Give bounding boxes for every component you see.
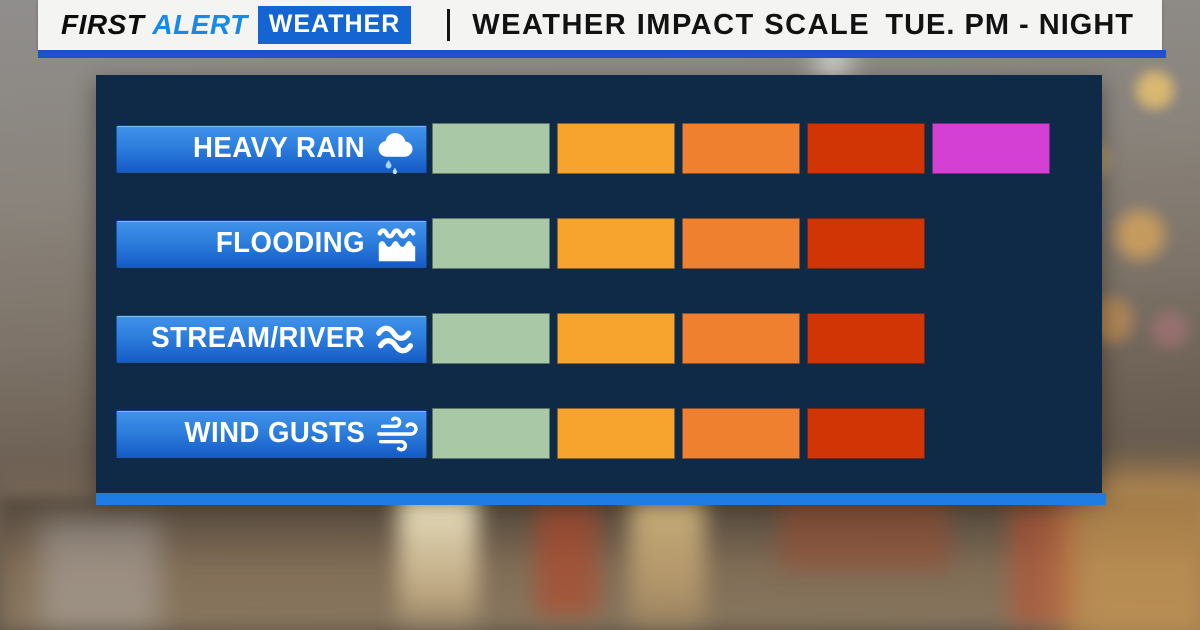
hazard-label: HEAVY RAIN [192,132,365,164]
impact-cell [557,218,675,269]
impact-cell [682,218,800,269]
impact-cell [432,218,550,269]
impact-cells [432,123,1050,174]
impact-cells [432,218,925,269]
impact-rows: HEAVY RAIN FLOODING STREAM/RIVER WIND GUSTS [96,123,1102,459]
rain-cloud-icon [374,126,420,174]
impact-cell [682,123,800,174]
hazard-label-pill: HEAVY RAIN [116,124,427,174]
impact-scale-panel: HEAVY RAIN FLOODING STREAM/RIVER WIND GUSTS [96,75,1102,493]
impact-cell [682,408,800,459]
light-reflection-streak [630,498,705,630]
impact-cell [557,313,675,364]
impact-cell [807,218,925,269]
hazard-label: STREAM/RIVER [151,322,365,354]
impact-cell [432,313,550,364]
wind-icon [374,411,420,457]
brand-first: FIRST [61,9,145,40]
header-underline [38,50,1166,58]
impact-row: WIND GUSTS [116,408,1102,459]
river-waves-icon [374,316,420,362]
impact-cell [557,408,675,459]
panel-accent-strip [96,493,1106,505]
first-alert-weather-logo: FIRST ALERT WEATHER [61,6,412,44]
header-bar: FIRST ALERT WEATHER WEATHER IMPACT SCALE… [38,0,1162,50]
impact-cells [432,408,925,459]
brand-alert: ALERT [152,9,248,40]
hazard-label-pill: STREAM/RIVER [116,314,427,363]
gray-reflection [40,520,160,630]
impact-cell [557,123,675,174]
impact-cell [807,313,925,364]
timeframe-label: TUE. PM - NIGHT [885,8,1134,41]
impact-cell [682,313,800,364]
impact-cells [432,313,925,364]
brand-weather-badge: WEATHER [257,6,412,44]
flood-icon [374,221,420,267]
impact-cell [432,408,550,459]
red-light-reflection [536,505,598,615]
impact-cell [932,123,1050,174]
hazard-label-pill: WIND GUSTS [116,409,427,458]
light-reflection-streak [398,492,478,630]
hazard-label-pill: FLOODING [116,219,427,268]
red-light-reflection [780,500,950,570]
impact-row: FLOODING [116,218,1102,269]
impact-row: HEAVY RAIN [116,123,1102,174]
impact-row: STREAM/RIVER [116,313,1102,364]
pavement-ripples [0,498,1200,568]
header-divider [447,9,451,41]
impact-cell [807,123,925,174]
impact-cell [432,123,550,174]
hazard-label: FLOODING [215,227,365,259]
impact-cell [807,408,925,459]
hazard-label: WIND GUSTS [184,417,365,449]
page-title: WEATHER IMPACT SCALE [472,8,871,41]
